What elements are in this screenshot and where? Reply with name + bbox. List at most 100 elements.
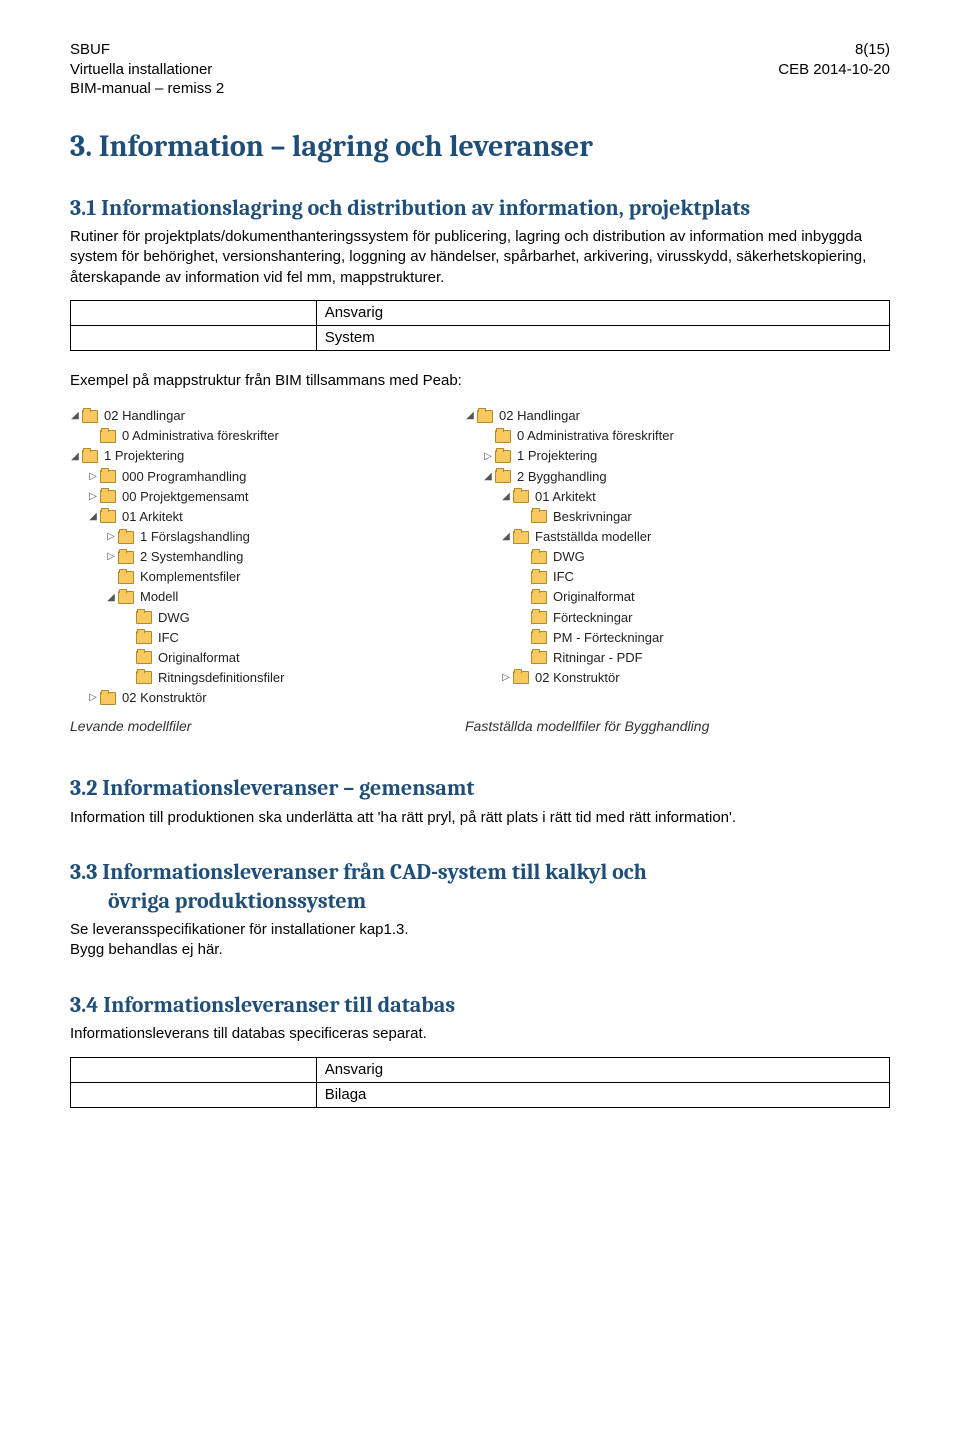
tree-item-label: Fastställda modeller	[535, 527, 651, 547]
folder-icon	[531, 591, 547, 604]
tree-item: ▷ 1 Förslagshandling	[70, 527, 425, 547]
tree-item: ◢ 01 Arkitekt	[70, 507, 425, 527]
tree-item: ◢02 Handlingar	[70, 406, 425, 426]
table-cell-ansvarig: Ansvarig	[316, 300, 889, 325]
table-cell-empty	[71, 325, 317, 350]
folder-icon	[100, 430, 116, 443]
header-project: Virtuella installationer	[70, 60, 224, 80]
tree-item-label: Förteckningar	[553, 608, 632, 628]
folder-icon	[477, 410, 493, 423]
tree-item: Originalformat	[70, 648, 425, 668]
table-cell-empty	[71, 300, 317, 325]
tree-item-label: 2 Bygghandling	[517, 467, 607, 487]
tree-item-label: 02 Handlingar	[499, 406, 580, 426]
folder-tree-left: ◢02 Handlingar0 Administrativa föreskrif…	[70, 406, 425, 708]
expand-open-icon: ◢	[88, 509, 98, 525]
tree-item-label: DWG	[158, 608, 190, 628]
tree-item-label: PM - Förteckningar	[553, 628, 664, 648]
expand-open-icon: ◢	[501, 529, 511, 545]
tree-item: DWG	[465, 547, 890, 567]
tree-item-label: 00 Projektgemensamt	[122, 487, 248, 507]
tree-item-label: 1 Projektering	[104, 446, 184, 466]
table-row: Ansvarig	[71, 1057, 890, 1082]
folder-icon	[118, 591, 134, 604]
header-page-number: 8(15)	[778, 40, 890, 60]
tree-item: Förteckningar	[465, 608, 890, 628]
folder-icon	[136, 651, 152, 664]
tree-item-label: Ritningsdefinitionsfiler	[158, 668, 284, 688]
expand-open-icon: ◢	[483, 469, 493, 485]
tree-item: Komplementsfiler	[70, 567, 425, 587]
folder-icon	[100, 510, 116, 523]
tree-item: IFC	[465, 567, 890, 587]
tree-item: ▷000 Programhandling	[70, 467, 425, 487]
example-label: Exempel på mappstruktur från BIM tillsam…	[70, 371, 890, 391]
table-cell-empty	[71, 1082, 317, 1107]
folder-icon	[118, 531, 134, 544]
tree-item: ◢ Fastställda modeller	[465, 527, 890, 547]
tree-item: ▷ 00 Projektgemensamt	[70, 487, 425, 507]
table-3-4: Ansvarig Bilaga	[70, 1057, 890, 1108]
folder-icon	[531, 571, 547, 584]
folder-icon	[118, 551, 134, 564]
tree-item: 0 Administrativa föreskrifter	[70, 426, 425, 446]
expand-closed-icon: ▷	[88, 489, 98, 505]
table-row: Bilaga	[71, 1082, 890, 1107]
tree-item-label: 01 Arkitekt	[535, 487, 596, 507]
folder-icon	[531, 611, 547, 624]
header-left: SBUF Virtuella installationer BIM-manual…	[70, 40, 224, 99]
heading-chapter-3: 3. Information – lagring och leveranser	[70, 129, 890, 164]
tree-item-label: IFC	[553, 567, 574, 587]
folder-icon	[495, 450, 511, 463]
tree-item: ▷ 2 Systemhandling	[70, 547, 425, 567]
folder-tree-row: ◢02 Handlingar0 Administrativa föreskrif…	[70, 406, 890, 708]
folder-icon	[513, 531, 529, 544]
folder-icon	[513, 490, 529, 503]
table-cell-ansvarig: Ansvarig	[316, 1057, 889, 1082]
tree-item-label: IFC	[158, 628, 179, 648]
tree-item-label: Modell	[140, 587, 178, 607]
tree-item: ▷1 Projektering	[465, 446, 890, 466]
header-right: 8(15) CEB 2014-10-20	[778, 40, 890, 99]
folder-icon	[118, 571, 134, 584]
folder-icon	[531, 510, 547, 523]
tree-item: DWG	[70, 608, 425, 628]
folder-icon	[100, 692, 116, 705]
folder-icon	[513, 671, 529, 684]
expand-closed-icon: ▷	[501, 670, 511, 686]
tree-item-label: Komplementsfiler	[140, 567, 240, 587]
expand-open-icon: ◢	[106, 590, 116, 606]
tree-item: ◢02 Handlingar	[465, 406, 890, 426]
folder-icon	[136, 671, 152, 684]
folder-icon	[531, 551, 547, 564]
caption-left: Levande modellfiler	[70, 718, 425, 734]
table-3-1: Ansvarig System	[70, 300, 890, 351]
paragraph-3-3b: Bygg behandlas ej här.	[70, 940, 890, 960]
tree-item: Ritningar - PDF	[465, 648, 890, 668]
caption-right: Fastställda modellfiler för Bygghandling	[465, 718, 890, 734]
tree-item: Ritningsdefinitionsfiler	[70, 668, 425, 688]
header-org: SBUF	[70, 40, 224, 60]
expand-open-icon: ◢	[70, 449, 80, 465]
tree-item-label: 01 Arkitekt	[122, 507, 183, 527]
page-header: SBUF Virtuella installationer BIM-manual…	[70, 40, 890, 99]
tree-item-label: 02 Konstruktör	[122, 688, 207, 708]
expand-open-icon: ◢	[501, 489, 511, 505]
tree-item-label: DWG	[553, 547, 585, 567]
folder-icon	[136, 611, 152, 624]
folder-icon	[82, 450, 98, 463]
tree-item-label: 1 Projektering	[517, 446, 597, 466]
tree-item-label: 2 Systemhandling	[140, 547, 243, 567]
expand-closed-icon: ▷	[106, 529, 116, 545]
tree-item: ◢ 1 Projektering	[70, 446, 425, 466]
tree-item: 0 Administrativa föreskrifter	[465, 426, 890, 446]
expand-closed-icon: ▷	[106, 549, 116, 565]
paragraph-3-1: Rutiner för projektplats/dokumenthanteri…	[70, 227, 890, 288]
expand-closed-icon: ▷	[88, 469, 98, 485]
tree-item: ◢ Modell	[70, 587, 425, 607]
tree-item: Originalformat	[465, 587, 890, 607]
tree-item-label: 1 Förslagshandling	[140, 527, 250, 547]
table-cell-empty	[71, 1057, 317, 1082]
table-cell-system: System	[316, 325, 889, 350]
tree-item: ◢ 01 Arkitekt	[465, 487, 890, 507]
